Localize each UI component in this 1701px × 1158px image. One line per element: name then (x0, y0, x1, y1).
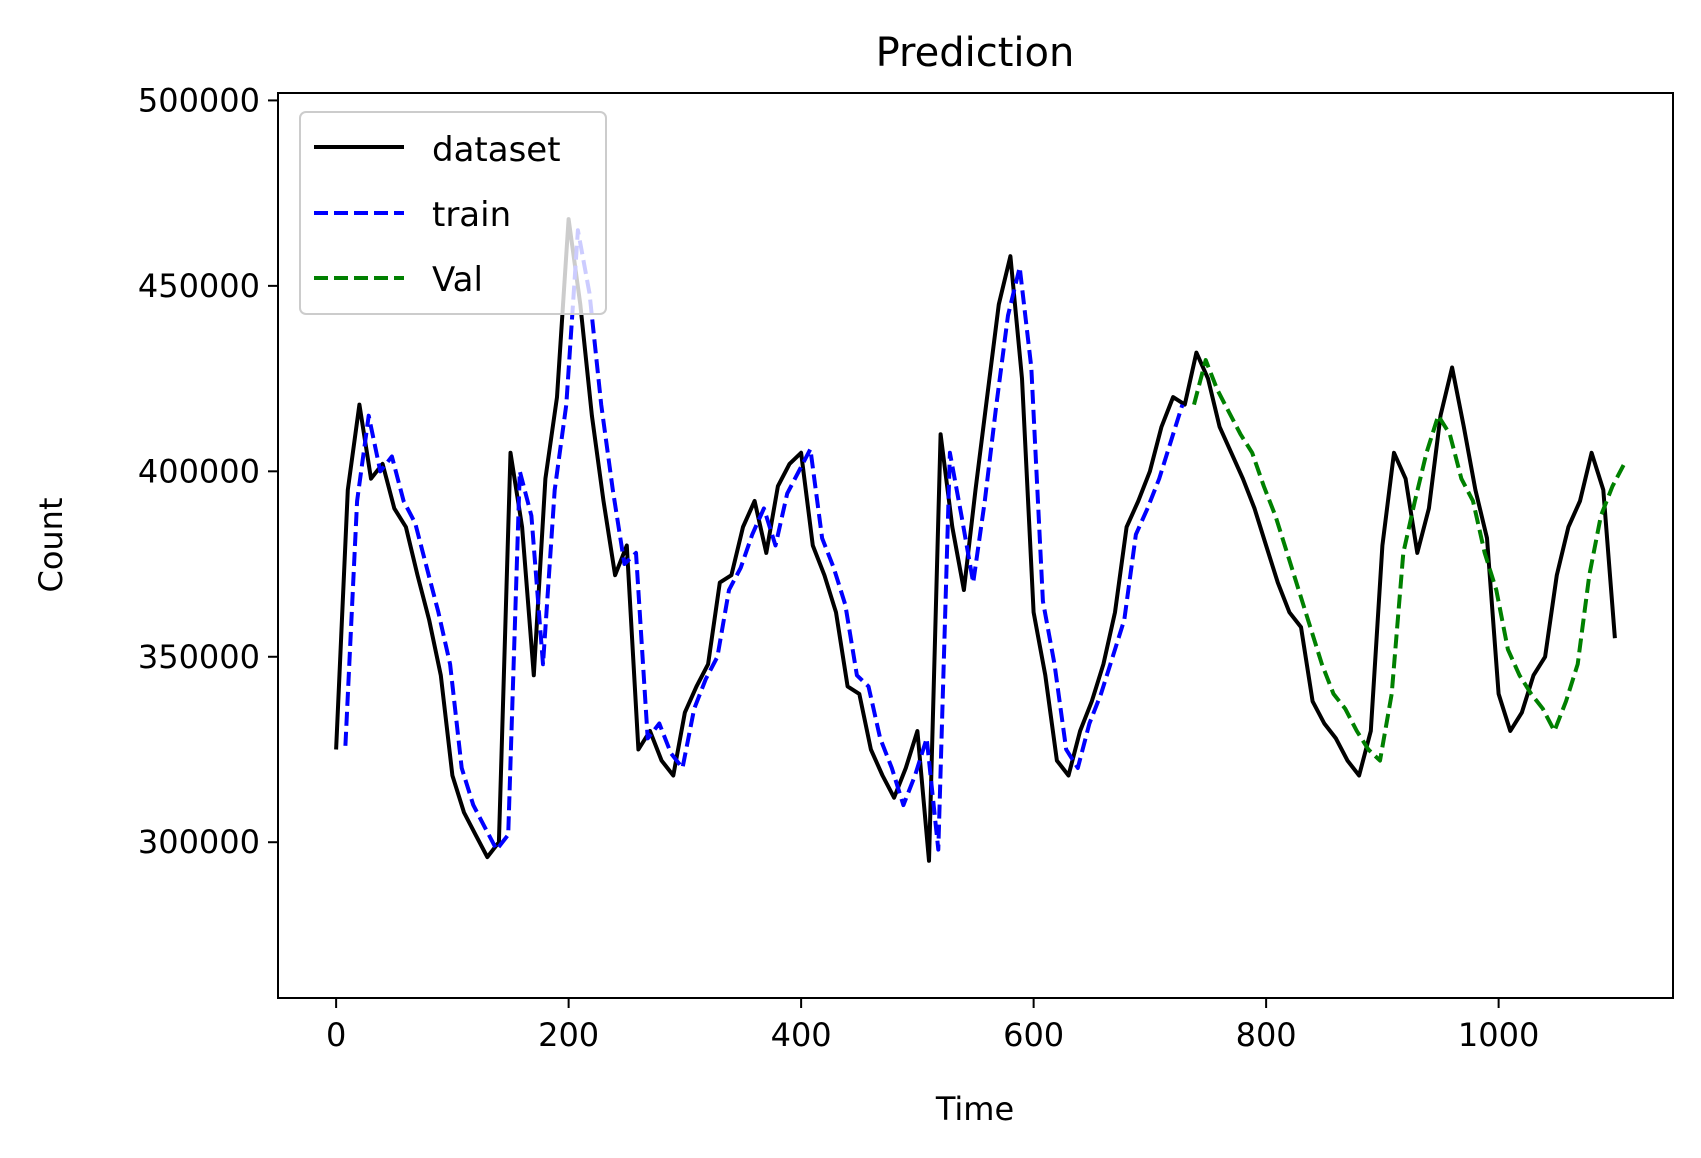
series-line-val (1192, 358, 1626, 763)
legend-label-dataset: dataset (432, 130, 561, 170)
x-tick-label: 800 (1236, 1016, 1297, 1054)
series-line-dataset (334, 217, 1617, 863)
series-line-train (343, 228, 1185, 852)
y-tick-label: 300000 (138, 823, 260, 861)
y-tick-label: 350000 (138, 638, 260, 676)
x-axis-ticks: 0 200 400 600 800 1000 (326, 998, 1539, 1054)
y-tick-label: 400000 (138, 452, 260, 490)
x-tick-label: 200 (538, 1016, 599, 1054)
x-tick-label: 0 (326, 1016, 346, 1054)
chart-title: Prediction (876, 30, 1075, 76)
y-tick-label: 500000 (138, 81, 260, 119)
y-tick-label: 450000 (138, 267, 260, 305)
x-tick-label: 1000 (1458, 1016, 1539, 1054)
legend-label-val: Val (432, 260, 483, 300)
legend-box (299, 111, 607, 315)
x-axis-label: Time (935, 1090, 1014, 1128)
y-axis-ticks: 300000 350000 400000 450000 500000 (138, 81, 278, 861)
plot-area-frame (277, 92, 1674, 999)
x-tick-label: 400 (771, 1016, 832, 1054)
legend-label-train: train (432, 195, 511, 235)
y-axis-label: Count (32, 497, 70, 592)
plot-lines (334, 217, 1626, 863)
x-tick-label: 600 (1003, 1016, 1064, 1054)
legend: dataset train Val (299, 111, 607, 315)
